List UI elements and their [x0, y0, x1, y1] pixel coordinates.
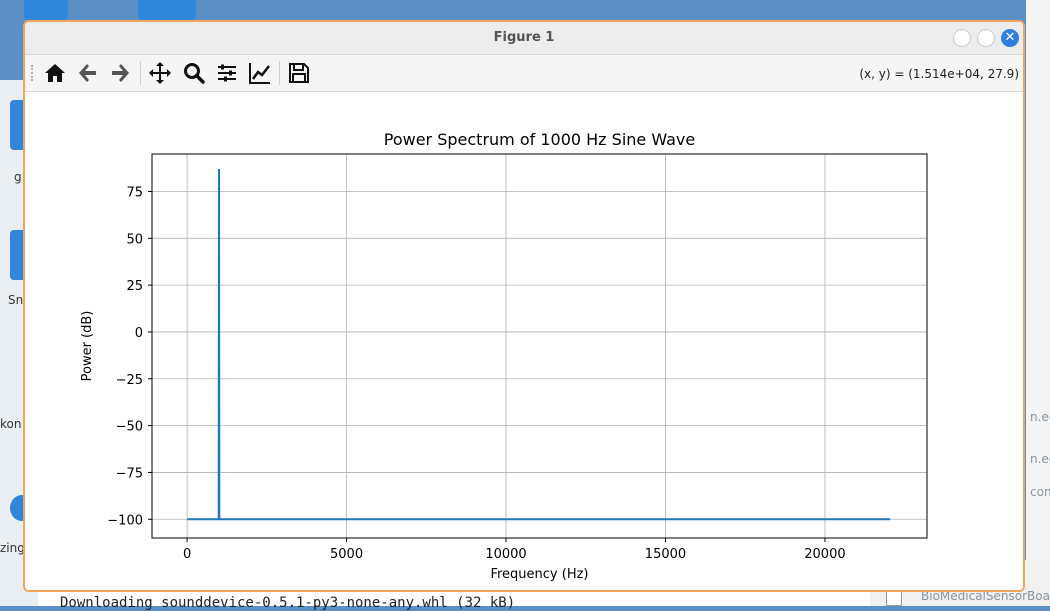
- minimize-button[interactable]: [953, 29, 971, 47]
- power-spectrum-chart[interactable]: 0 5000 10000 15000 20000 −100 −75 −50 −25 0 25 50 75…: [25, 92, 1023, 590]
- y-tick-label: −50: [116, 420, 143, 435]
- chart-title: Power Spectrum of 1000 Hz Sine Wave: [384, 130, 696, 149]
- figure-window: Figure 1 ✕: [23, 20, 1025, 592]
- pan-button[interactable]: [146, 59, 174, 87]
- desktop-top-icon[interactable]: [138, 0, 196, 20]
- y-tick-label: −25: [116, 373, 143, 388]
- terminal-line: Downloading sounddevice-0.5.1-py3-none-a…: [60, 595, 516, 611]
- zoom-icon: [184, 63, 205, 84]
- background-text: n.edu: [1030, 452, 1050, 466]
- window-title: Figure 1: [493, 30, 555, 45]
- x-tick-label: 10000: [485, 547, 526, 562]
- y-tick-label: 0: [135, 326, 143, 341]
- plot-frame: [151, 153, 928, 539]
- y-axis-label: Power (dB): [80, 311, 95, 382]
- save-button[interactable]: [285, 59, 313, 87]
- file-label[interactable]: BioMedicalSensorBoa: [921, 589, 1050, 603]
- y-tick-label: 25: [126, 279, 143, 294]
- subplots-icon: [218, 64, 236, 82]
- x-tick-label: 15000: [645, 547, 686, 562]
- desktop-app-label: Sn: [8, 293, 24, 307]
- edit-axis-button[interactable]: [246, 59, 274, 87]
- y-tick-label: 75: [126, 185, 143, 200]
- toolbar: (x, y) = (1.514e+04, 27.9): [25, 55, 1023, 92]
- x-tick-label: 5000: [330, 547, 363, 562]
- desktop-right-panel: [1026, 0, 1050, 606]
- cursor-coordinates: (x, y) = (1.514e+04, 27.9): [859, 67, 1019, 81]
- x-axis-label: Frequency (Hz): [490, 567, 588, 582]
- subplots-button[interactable]: [213, 59, 241, 87]
- y-tick-label: 50: [126, 232, 143, 247]
- pan-icon: [149, 62, 171, 84]
- forward-button[interactable]: [106, 59, 134, 87]
- desktop-app-label: kon: [0, 417, 22, 431]
- figure-canvas[interactable]: 0 5000 10000 15000 20000 −100 −75 −50 −25 0 25 50 75…: [25, 92, 1023, 590]
- close-button[interactable]: ✕: [1001, 29, 1019, 47]
- desktop-app-label: zing: [0, 541, 25, 555]
- toolbar-grip[interactable]: [31, 65, 36, 81]
- background-text: con: [1030, 485, 1050, 499]
- terminal-panel: [38, 590, 870, 606]
- save-icon: [289, 63, 309, 83]
- title-bar[interactable]: Figure 1 ✕: [25, 22, 1023, 55]
- toolbar-separator: [140, 61, 141, 85]
- back-button[interactable]: [74, 59, 102, 87]
- x-tick-label: 0: [183, 547, 191, 562]
- zoom-button[interactable]: [180, 59, 208, 87]
- x-tick-label: 20000: [804, 547, 845, 562]
- y-tick-label: −75: [116, 466, 143, 481]
- background-text: n.edu: [1030, 410, 1050, 424]
- desktop-app-label: g: [14, 170, 22, 184]
- home-icon: [45, 64, 65, 82]
- toolbar-separator: [279, 61, 280, 85]
- desktop-top-icon[interactable]: [24, 0, 68, 20]
- close-icon: ✕: [1004, 30, 1016, 45]
- edit-axis-icon: [249, 63, 270, 84]
- home-button[interactable]: [41, 59, 69, 87]
- back-icon: [79, 64, 96, 82]
- y-tick-label: −100: [107, 513, 143, 528]
- maximize-button[interactable]: [977, 29, 995, 47]
- spectrum-line: [187, 168, 891, 521]
- forward-icon: [112, 64, 129, 82]
